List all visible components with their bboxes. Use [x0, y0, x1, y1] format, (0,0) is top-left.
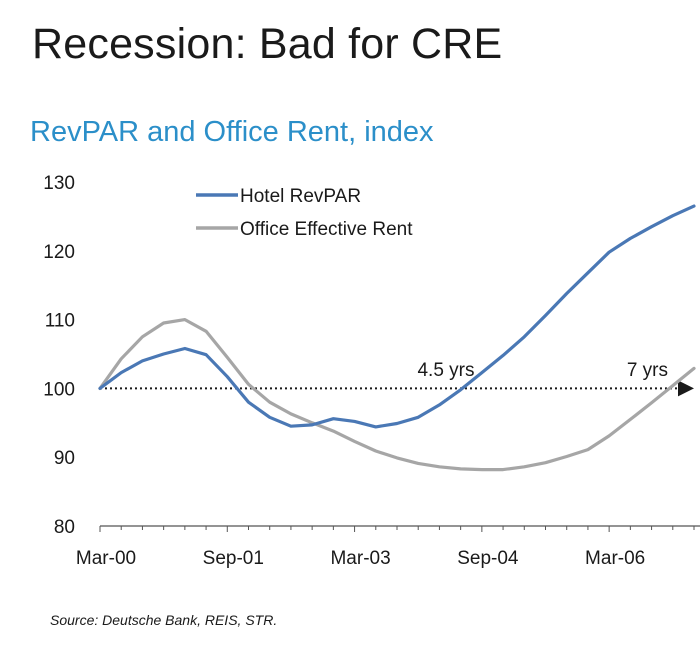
legend-label: Office Effective Rent	[240, 219, 413, 240]
x-tick-label: Sep-04	[457, 548, 519, 569]
y-tick-label: 100	[43, 379, 75, 400]
slide-title: Recession: Bad for CRE	[32, 20, 503, 68]
y-axis: 80 90 100 110 120 130	[43, 173, 75, 538]
legend-label: Hotel RevPAR	[240, 186, 361, 207]
y-tick-label: 110	[45, 311, 75, 332]
annotation-label: 7 yrs	[627, 360, 668, 381]
chart-title: RevPAR and Office Rent, index	[30, 116, 434, 148]
x-tick-label: Sep-01	[203, 548, 264, 569]
y-tick-label: 130	[43, 173, 75, 194]
line-chart: 80 90 100 110 120 130 Mar-00 Sep-01 Mar-03 Sep-0…	[43, 173, 700, 569]
x-tick-label: Mar-03	[330, 548, 390, 569]
series-line-office-rent	[98, 318, 696, 472]
series-line-hotel-revpar	[98, 204, 696, 429]
series-group	[98, 204, 696, 472]
x-axis: Mar-00 Sep-01 Mar-03 Sep-04 Mar-06	[76, 525, 700, 569]
x-tick-label: Mar-00	[76, 548, 136, 569]
y-tick-label: 90	[54, 448, 75, 469]
legend: Hotel RevPAR Office Effective Rent	[196, 186, 413, 240]
y-tick-label: 80	[54, 517, 75, 538]
y-tick-label: 120	[43, 242, 75, 263]
source-note: Source: Deutsche Bank, REIS, STR.	[50, 612, 278, 628]
annotation-group: 4.5 yrs 7 yrs	[417, 360, 668, 381]
x-tick-label: Mar-06	[585, 548, 645, 569]
annotation-label: 4.5 yrs	[417, 360, 474, 381]
